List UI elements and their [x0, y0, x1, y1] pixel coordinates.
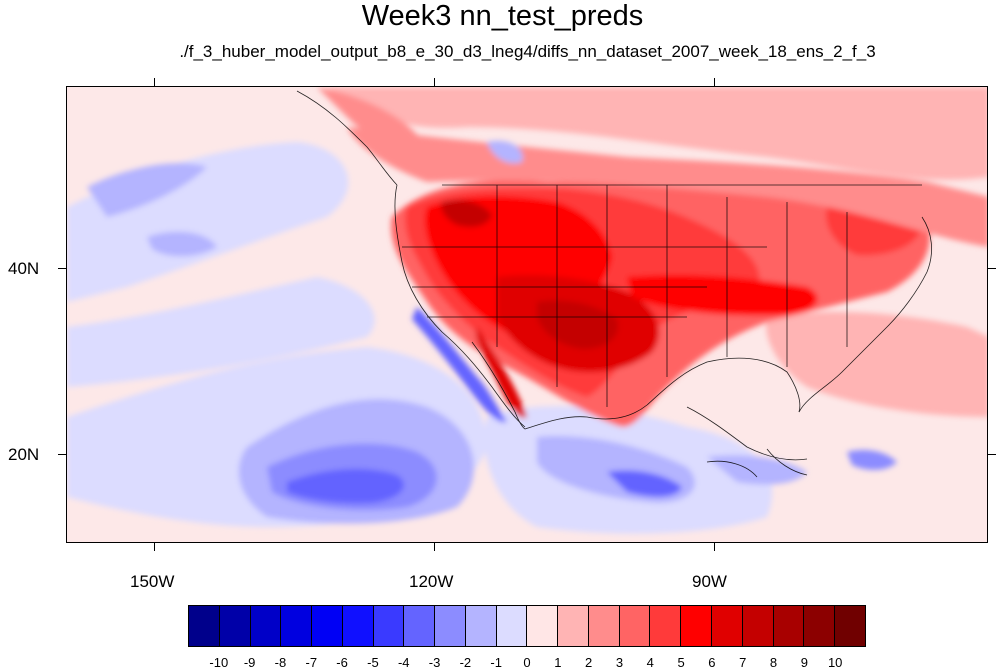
colorbar-swatch	[742, 606, 774, 646]
y-tick	[58, 454, 66, 455]
colorbar-swatch	[404, 606, 436, 646]
x-tick	[434, 543, 435, 551]
colorbar-label: 3	[615, 655, 624, 670]
colorbar-swatch	[465, 606, 497, 646]
y-tick	[58, 268, 66, 269]
colorbar-label: 9	[800, 655, 808, 670]
colorbar-label: 5	[677, 655, 685, 670]
colorbar-swatch	[281, 606, 313, 646]
x-label-120w: 120W	[409, 572, 454, 591]
colorbar-label: -7	[305, 655, 318, 670]
plot-subtitle: ./f_3_huber_model_output_b8_e_30_d3_lneg…	[179, 42, 876, 61]
colorbar-label: -3	[428, 655, 441, 670]
plot-title: Week3 nn_test_preds	[361, 0, 644, 32]
x-tick	[154, 543, 155, 551]
y-tick	[988, 454, 996, 455]
colorbar-label: -4	[397, 655, 410, 670]
colorbar-swatch	[804, 606, 836, 646]
colorbar-label: -5	[367, 655, 379, 670]
colorbar-swatch	[250, 606, 282, 646]
colorbar-swatch	[435, 606, 466, 646]
colorbar-swatch	[681, 606, 713, 646]
y-tick	[988, 268, 996, 269]
colorbar-label: 8	[769, 655, 778, 670]
colorbar-label: 4	[646, 655, 654, 670]
x-label-150w: 150W	[130, 572, 175, 591]
colorbar-swatch	[619, 606, 651, 646]
colorbar-swatch	[650, 606, 682, 646]
colorbar-label: -9	[243, 655, 256, 670]
colorbar-swatch	[527, 606, 559, 646]
colorbar-label: 2	[585, 655, 593, 670]
colorbar-label: -10	[209, 655, 229, 670]
colorbar-label: -1	[490, 655, 502, 670]
colorbar-swatch	[219, 606, 251, 646]
colorbar-swatch	[558, 606, 589, 646]
coastline-lines	[296, 90, 932, 478]
x-tick	[714, 543, 715, 551]
colorbar-swatch	[712, 606, 743, 646]
x-tick	[714, 78, 715, 86]
colorbar-label: 0	[523, 655, 531, 670]
colorbar-swatch	[312, 606, 343, 646]
anomaly-field	[67, 87, 987, 542]
colorbar-swatch	[773, 606, 805, 646]
x-tick	[434, 78, 435, 86]
y-label-40n: 40N	[8, 259, 40, 278]
colorbar-label: -8	[274, 655, 287, 670]
colorbar-swatch	[342, 606, 374, 646]
colorbar-swatch	[588, 606, 620, 646]
y-label-20n: 20N	[8, 445, 40, 464]
colorbar-label: 7	[739, 655, 747, 670]
colorbar-swatch	[496, 606, 528, 646]
colorbar-swatch	[189, 606, 220, 646]
colorbar-label: -2	[459, 655, 472, 670]
x-tick	[154, 78, 155, 86]
colorbar-swatch	[835, 606, 865, 646]
colorbar-swatch	[373, 606, 405, 646]
colorbar	[188, 605, 866, 647]
colorbar-label: 10	[827, 655, 843, 670]
colorbar-label: 6	[708, 655, 716, 670]
colorbar-label: -6	[336, 655, 348, 670]
x-label-90w: 90W	[692, 572, 727, 591]
map-panel	[66, 86, 988, 543]
colorbar-label: 1	[554, 655, 562, 670]
